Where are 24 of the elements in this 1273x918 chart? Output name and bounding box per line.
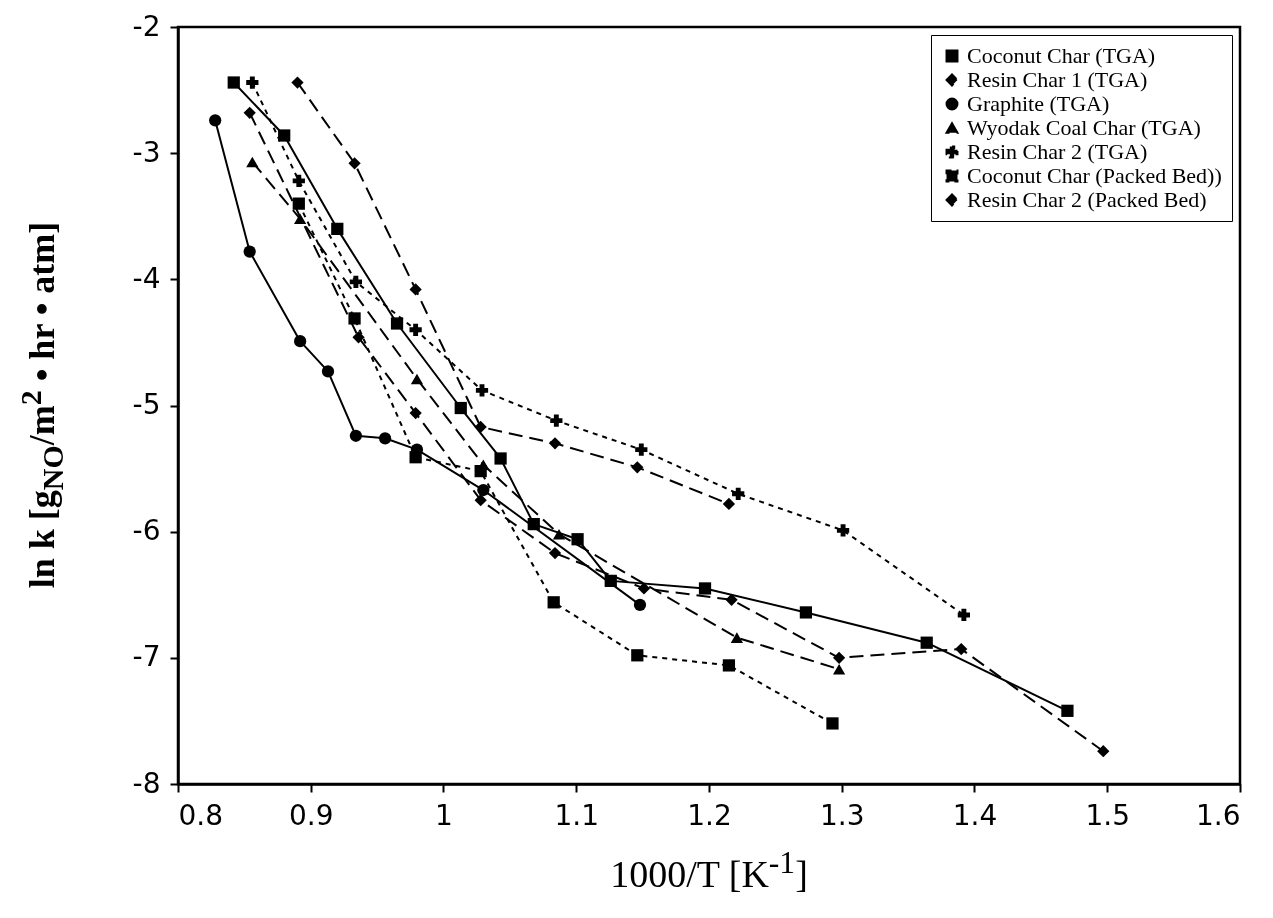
- y-tick-label: -4: [132, 261, 161, 295]
- x-tick-label: 1.5: [1085, 798, 1131, 832]
- x-axis-title: 1000/T [K$^{-1}$]: [609, 845, 809, 896]
- legend-label: Resin Char 2 (TGA): [967, 139, 1148, 164]
- y-tick-label: -2: [132, 9, 161, 43]
- x-tick-label: 1.2: [687, 798, 732, 832]
- x-tick-label: 1.6: [1195, 798, 1241, 832]
- x-tick-label: 0.8: [178, 798, 224, 832]
- x-tick-label: 1.1: [554, 798, 600, 832]
- x-tick-label: 1.3: [819, 798, 865, 832]
- legend-label: Coconut Char (Packed Bed)): [967, 163, 1222, 188]
- legend-label: Graphite (TGA): [967, 91, 1110, 116]
- legend-label: Coconut Char (TGA): [967, 43, 1156, 68]
- y-tick-label: -3: [132, 135, 161, 169]
- y-tick-label: -7: [132, 640, 161, 674]
- y-tick-label: -8: [132, 766, 161, 800]
- x-tick-label: 1: [435, 798, 453, 832]
- legend-label: Resin Char 1 (TGA): [967, 67, 1148, 92]
- y-tick-label: -5: [132, 388, 161, 421]
- y-tick-label: -6: [132, 514, 161, 548]
- x-tick-label: 0.9: [288, 798, 334, 832]
- x-tick-label: 1.4: [952, 798, 998, 832]
- legend-label: Resin Char 2 (Packed Bed): [967, 187, 1207, 212]
- legend-label: Wyodak Coal Char (TGA): [967, 115, 1201, 140]
